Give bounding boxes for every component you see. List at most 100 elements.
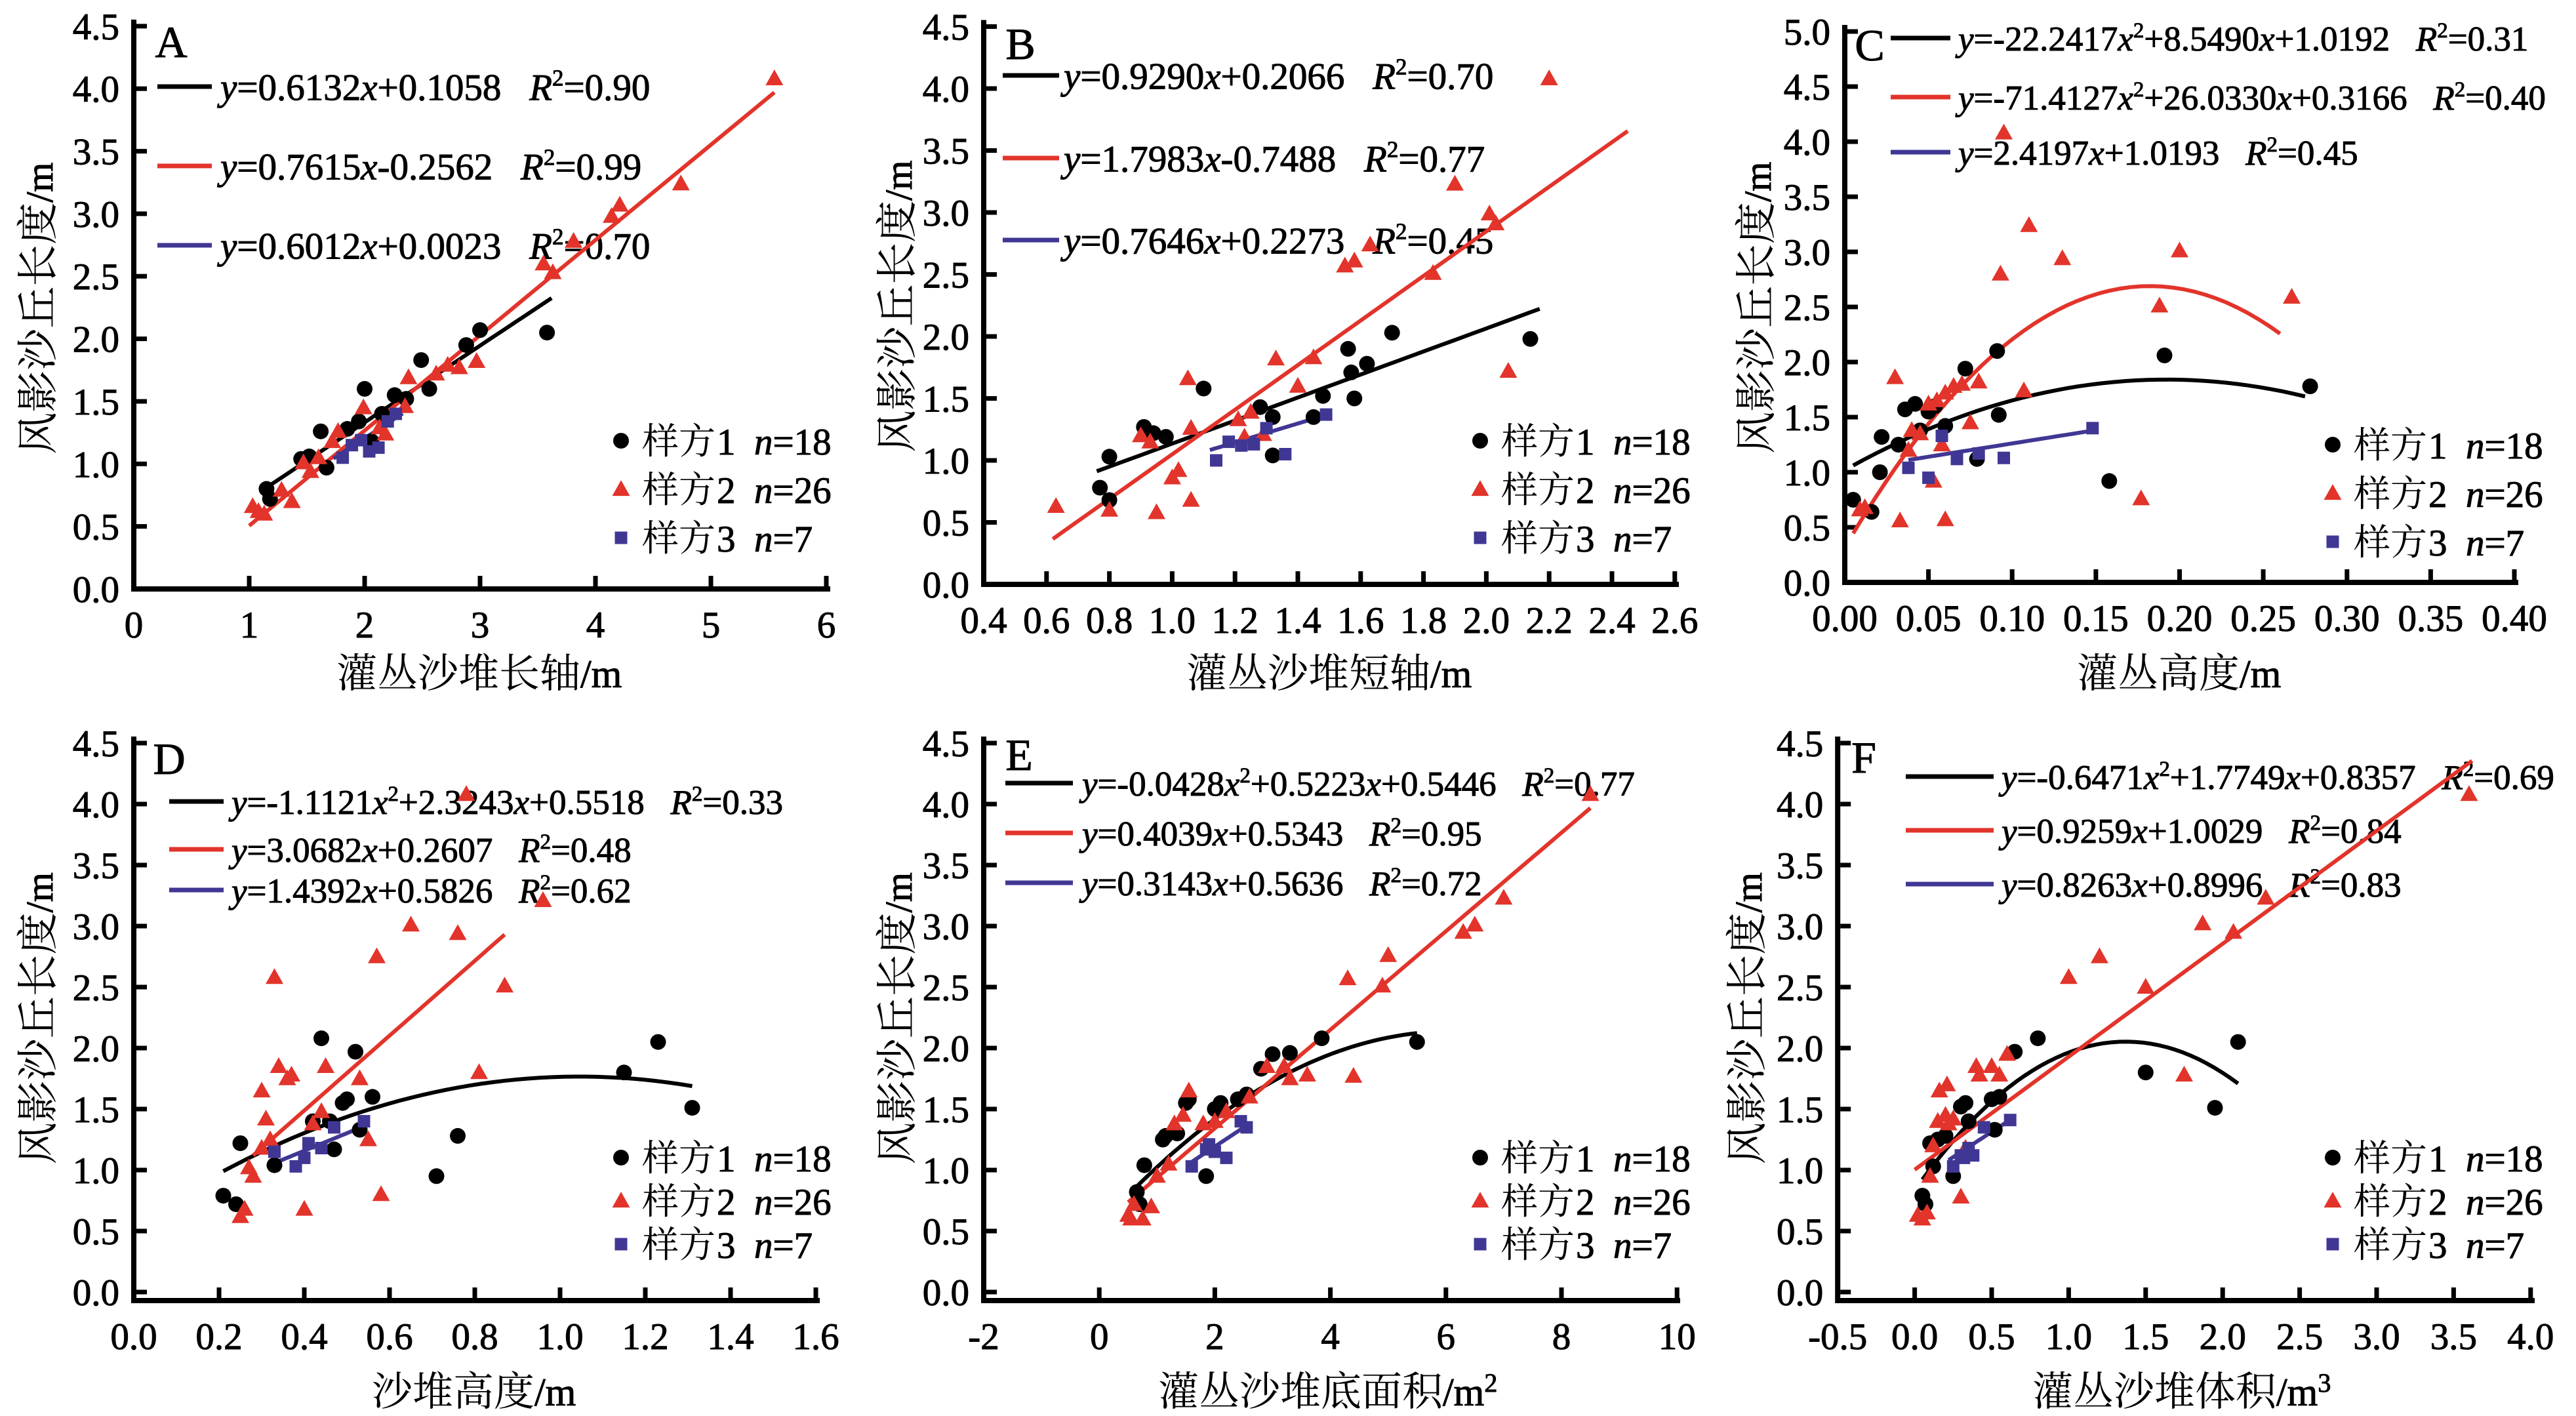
svg-text:y=0.8263x+0.8996 R2​=0.83: y=0.8263x+0.8996 R2​=0.83 — [1998, 865, 2402, 904]
svg-text:0.5: 0.5 — [1777, 1211, 1823, 1253]
svg-text:6: 6 — [817, 605, 836, 646]
svg-text:/m: /m — [534, 1371, 576, 1413]
svg-text:3.0: 3.0 — [1777, 906, 1823, 948]
svg-text:y=-71.4127x2​+26.0330x+0.3166: y=-71.4127x2​+26.0330x+0.3166 R2​=0.40 — [1955, 78, 2546, 117]
svg-text:0.30: 0.30 — [2314, 598, 2380, 639]
svg-text:1.0: 1.0 — [536, 1316, 583, 1358]
svg-text:3 n=7: 3 n=7 — [1576, 519, 1672, 560]
svg-text:3.5: 3.5 — [2430, 1316, 2477, 1358]
svg-text:1.4: 1.4 — [707, 1316, 754, 1358]
svg-text:0.4: 0.4 — [960, 600, 1007, 641]
svg-text:0.20: 0.20 — [2147, 598, 2213, 639]
svg-text:y=-0.6471x2​+1.7749x+0.8357 R: y=-0.6471x2​+1.7749x+0.8357 R2​=0.69 — [1998, 758, 2554, 797]
svg-text:/m: /m — [2240, 653, 2281, 696]
svg-text:C: C — [1855, 20, 1884, 70]
svg-text:0.5: 0.5 — [73, 507, 119, 548]
svg-text:3 n=7: 3 n=7 — [717, 519, 813, 560]
svg-text:0.6: 0.6 — [1023, 600, 1070, 641]
svg-text:0: 0 — [1090, 1316, 1109, 1358]
svg-text:1.5: 1.5 — [923, 379, 969, 420]
svg-text:4.0: 4.0 — [1777, 784, 1823, 826]
svg-text:y=-22.2417x2​+8.5490x+1.0192: y=-22.2417x2​+8.5490x+1.0192 R2​=0.31 — [1955, 19, 2528, 58]
svg-text:3.5: 3.5 — [923, 845, 969, 887]
svg-text:-0.5: -0.5 — [1808, 1316, 1867, 1358]
svg-text:/m2: /m2 — [1443, 1368, 1497, 1413]
svg-text:2.5: 2.5 — [923, 967, 969, 1009]
svg-text:1.5: 1.5 — [1784, 397, 1830, 439]
svg-text:1 n=18: 1 n=18 — [1576, 422, 1691, 463]
svg-text:2.4: 2.4 — [1588, 600, 1635, 641]
svg-text:y=1.4392x+0.5826 R2​=0.62: y=1.4392x+0.5826 R2​=0.62 — [228, 871, 632, 910]
svg-text:0.8: 0.8 — [451, 1316, 498, 1358]
svg-text:1 n=18: 1 n=18 — [717, 1139, 832, 1180]
svg-text:1.0: 1.0 — [73, 444, 119, 485]
svg-text:y=-0.0428x2​+0.5223x+0.5446 R: y=-0.0428x2​+0.5223x+0.5446 R2​=0.77 — [1079, 764, 1635, 803]
svg-text:1.5: 1.5 — [2122, 1316, 2169, 1358]
svg-text:1.0: 1.0 — [923, 441, 969, 482]
svg-text:1 n=18: 1 n=18 — [2428, 1139, 2543, 1180]
svg-text:y=0.3143x+0.5636 R2​=0.72: y=0.3143x+0.5636 R2​=0.72 — [1079, 864, 1482, 903]
svg-text:3.0: 3.0 — [923, 193, 969, 234]
svg-text:y=1.7983x-0.7488 R2​=0.77: y=1.7983x-0.7488 R2​=0.77 — [1060, 137, 1485, 180]
svg-text:0.40: 0.40 — [2482, 598, 2547, 639]
svg-text:2.0: 2.0 — [923, 317, 969, 358]
svg-text:1.0: 1.0 — [73, 1150, 119, 1192]
svg-text:1.6: 1.6 — [1337, 600, 1384, 641]
svg-text:4.5: 4.5 — [1784, 67, 1830, 108]
svg-text:1.5: 1.5 — [923, 1089, 969, 1131]
svg-text:3.5: 3.5 — [1784, 177, 1830, 218]
svg-text:y=0.7646x+0.2273 R2​=0.45: y=0.7646x+0.2273 R2​=0.45 — [1060, 219, 1493, 262]
svg-text:/m: /m — [1737, 162, 1779, 202]
svg-text:0.6: 0.6 — [366, 1316, 413, 1358]
svg-text:2: 2 — [1205, 1316, 1224, 1358]
svg-text:y=0.9259x+1.0029 R2​=0.84: y=0.9259x+1.0029 R2​=0.84 — [1998, 811, 2402, 851]
svg-text:0.0: 0.0 — [1784, 563, 1830, 604]
svg-text:2.0: 2.0 — [73, 1028, 119, 1070]
svg-text:1 n=18: 1 n=18 — [2428, 426, 2543, 467]
svg-text:E: E — [1005, 730, 1033, 780]
svg-text:/m: /m — [1727, 872, 1770, 912]
svg-text:y=0.4039x+0.5343 R2​=0.95: y=0.4039x+0.5343 R2​=0.95 — [1079, 814, 1482, 853]
svg-text:0.4: 0.4 — [281, 1316, 327, 1358]
svg-text:2.2: 2.2 — [1526, 600, 1573, 641]
svg-text:0.5: 0.5 — [1784, 508, 1830, 549]
svg-text:0.15: 0.15 — [2063, 598, 2129, 639]
svg-text:0.0: 0.0 — [923, 1272, 969, 1314]
svg-text:y=0.6132x+0.1058 R2​=0.90: y=0.6132x+0.1058 R2​=0.90 — [217, 66, 650, 109]
svg-text:1.4: 1.4 — [1274, 600, 1321, 641]
svg-text:2.0: 2.0 — [923, 1028, 969, 1070]
svg-text:3.0: 3.0 — [73, 194, 119, 235]
svg-text:0.0: 0.0 — [1777, 1272, 1823, 1314]
svg-text:4.0: 4.0 — [73, 784, 119, 826]
svg-text:1.8: 1.8 — [1400, 600, 1447, 641]
svg-text:10: 10 — [1659, 1316, 1696, 1358]
svg-text:4.5: 4.5 — [923, 723, 969, 765]
svg-text:2.5: 2.5 — [1784, 287, 1830, 329]
svg-text:A: A — [155, 17, 187, 67]
svg-text:1.0: 1.0 — [923, 1150, 969, 1192]
svg-text:0.8: 0.8 — [1086, 600, 1133, 641]
svg-text:3.5: 3.5 — [923, 131, 969, 172]
svg-text:/m: /m — [18, 872, 61, 912]
svg-text:0.10: 0.10 — [1979, 598, 2045, 639]
svg-text:D: D — [153, 734, 185, 784]
svg-text:3.5: 3.5 — [73, 845, 119, 887]
svg-text:0.2: 0.2 — [195, 1316, 242, 1358]
svg-text:1.0: 1.0 — [2045, 1316, 2092, 1358]
svg-text:3: 3 — [471, 605, 490, 646]
svg-text:2.5: 2.5 — [1777, 967, 1823, 1009]
svg-text:0.35: 0.35 — [2398, 598, 2464, 639]
svg-text:/m: /m — [18, 163, 61, 203]
svg-text:1.2: 1.2 — [1212, 600, 1258, 641]
svg-text:0.00: 0.00 — [1812, 598, 1878, 639]
svg-text:0.5: 0.5 — [73, 1211, 119, 1253]
svg-text:0.5: 0.5 — [923, 503, 969, 544]
svg-text:2.0: 2.0 — [1784, 342, 1830, 384]
svg-text:1.5: 1.5 — [73, 1089, 119, 1131]
svg-text:4.0: 4.0 — [923, 69, 969, 110]
svg-text:4: 4 — [1321, 1316, 1340, 1358]
svg-text:4.0: 4.0 — [923, 784, 969, 826]
svg-text:0.5: 0.5 — [1968, 1316, 2015, 1358]
svg-text:3.0: 3.0 — [923, 906, 969, 948]
svg-text:2: 2 — [355, 605, 374, 646]
